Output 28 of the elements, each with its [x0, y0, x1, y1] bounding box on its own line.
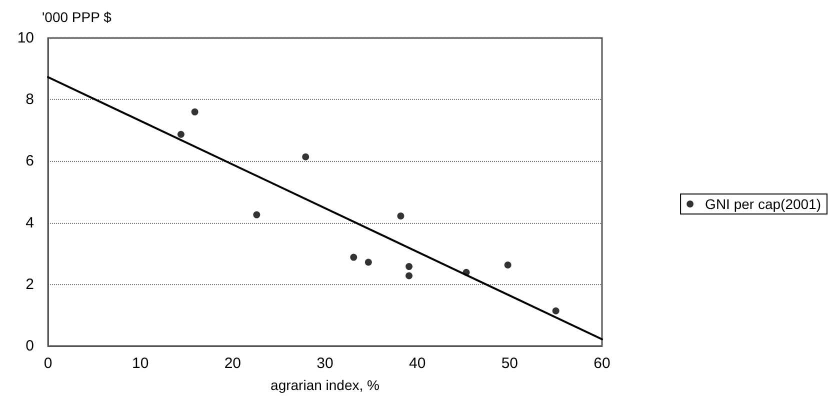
point [552, 307, 560, 314]
legend-label: GNI per cap(2001) [705, 196, 822, 212]
x-tick-label: 60 [594, 355, 610, 372]
point [364, 258, 372, 266]
point [406, 263, 413, 270]
y-tick-label: 2 [26, 276, 34, 293]
point [302, 153, 310, 160]
x-tick-label: 20 [224, 355, 242, 372]
point [350, 254, 358, 261]
point [504, 262, 512, 268]
x-axis-title: agrarian index, % [270, 377, 380, 393]
point [177, 130, 184, 138]
y-axis-title: '000 PPP $ [42, 9, 112, 25]
y-tick-label: 0 [26, 338, 34, 354]
y-tick-label: 8 [26, 91, 34, 108]
y-tick-label: 10 [17, 30, 34, 46]
point [191, 108, 198, 116]
point [397, 212, 404, 220]
x-tick-label: 50 [501, 355, 518, 372]
point [462, 268, 470, 276]
x-tick-label: 10 [132, 355, 149, 372]
x-tick-label: 30 [316, 355, 334, 372]
point [406, 272, 413, 280]
y-tick-label: 6 [26, 152, 34, 170]
x-tick-label: 0 [44, 355, 52, 372]
y-tick-label: 4 [26, 214, 34, 232]
point [253, 211, 260, 218]
x-tick-label: 40 [408, 355, 426, 372]
